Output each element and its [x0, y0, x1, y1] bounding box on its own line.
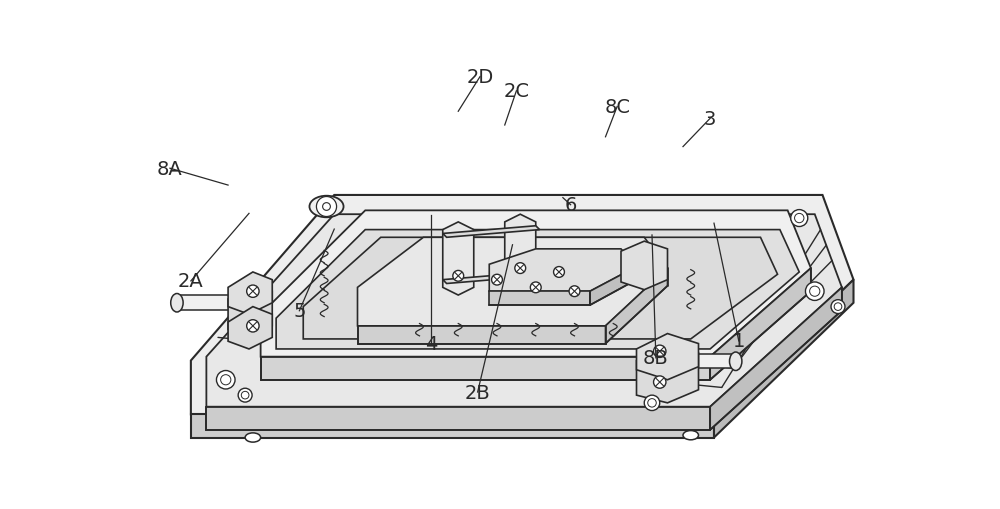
- Circle shape: [654, 346, 666, 358]
- Polygon shape: [637, 355, 737, 369]
- Circle shape: [569, 286, 580, 297]
- Circle shape: [238, 388, 252, 402]
- Ellipse shape: [171, 294, 183, 313]
- Polygon shape: [710, 288, 842, 430]
- Circle shape: [831, 300, 845, 314]
- Polygon shape: [637, 344, 698, 403]
- Text: 2D: 2D: [466, 68, 494, 87]
- Circle shape: [492, 275, 502, 286]
- Text: 8C: 8C: [604, 98, 630, 117]
- Polygon shape: [443, 227, 540, 238]
- Circle shape: [644, 395, 660, 411]
- Polygon shape: [489, 249, 637, 292]
- Text: 1: 1: [733, 332, 745, 351]
- Circle shape: [810, 287, 820, 297]
- Text: 2B: 2B: [465, 383, 490, 402]
- Polygon shape: [606, 269, 668, 344]
- Circle shape: [247, 320, 259, 332]
- Text: 2A: 2A: [178, 272, 204, 291]
- Polygon shape: [358, 238, 668, 326]
- Ellipse shape: [683, 431, 698, 440]
- Circle shape: [323, 203, 330, 211]
- Circle shape: [241, 391, 249, 399]
- Ellipse shape: [730, 352, 742, 371]
- Polygon shape: [489, 292, 590, 305]
- Polygon shape: [358, 326, 606, 344]
- Circle shape: [221, 375, 231, 385]
- Polygon shape: [261, 357, 710, 380]
- Polygon shape: [443, 272, 540, 284]
- Text: 8B: 8B: [643, 349, 669, 367]
- Polygon shape: [191, 415, 714, 438]
- Circle shape: [247, 286, 259, 298]
- Circle shape: [453, 271, 464, 281]
- Polygon shape: [228, 307, 272, 349]
- Text: 4: 4: [425, 334, 437, 354]
- Circle shape: [648, 399, 656, 407]
- Text: 8A: 8A: [157, 159, 183, 178]
- Text: 5: 5: [293, 302, 306, 321]
- Circle shape: [216, 371, 235, 389]
- Polygon shape: [303, 238, 778, 340]
- Polygon shape: [206, 215, 842, 407]
- Ellipse shape: [245, 433, 261, 442]
- Circle shape: [795, 214, 804, 223]
- Circle shape: [654, 376, 666, 388]
- Polygon shape: [175, 295, 272, 311]
- Polygon shape: [590, 267, 637, 305]
- Polygon shape: [714, 280, 854, 438]
- Circle shape: [530, 282, 541, 293]
- Text: 2C: 2C: [503, 82, 529, 101]
- Polygon shape: [505, 215, 536, 288]
- Circle shape: [834, 303, 842, 311]
- Text: 6: 6: [564, 196, 577, 215]
- Polygon shape: [206, 407, 710, 430]
- Text: 3: 3: [704, 109, 716, 129]
- Ellipse shape: [309, 196, 344, 218]
- Polygon shape: [443, 222, 474, 295]
- Polygon shape: [261, 211, 811, 357]
- Circle shape: [554, 267, 564, 278]
- Polygon shape: [228, 272, 272, 315]
- Circle shape: [515, 263, 526, 274]
- Circle shape: [791, 210, 808, 227]
- Polygon shape: [276, 230, 799, 349]
- Circle shape: [805, 282, 824, 301]
- Circle shape: [316, 197, 337, 217]
- Polygon shape: [710, 269, 811, 380]
- Polygon shape: [228, 284, 272, 340]
- Polygon shape: [637, 334, 698, 380]
- Polygon shape: [621, 242, 668, 290]
- Polygon shape: [191, 195, 854, 415]
